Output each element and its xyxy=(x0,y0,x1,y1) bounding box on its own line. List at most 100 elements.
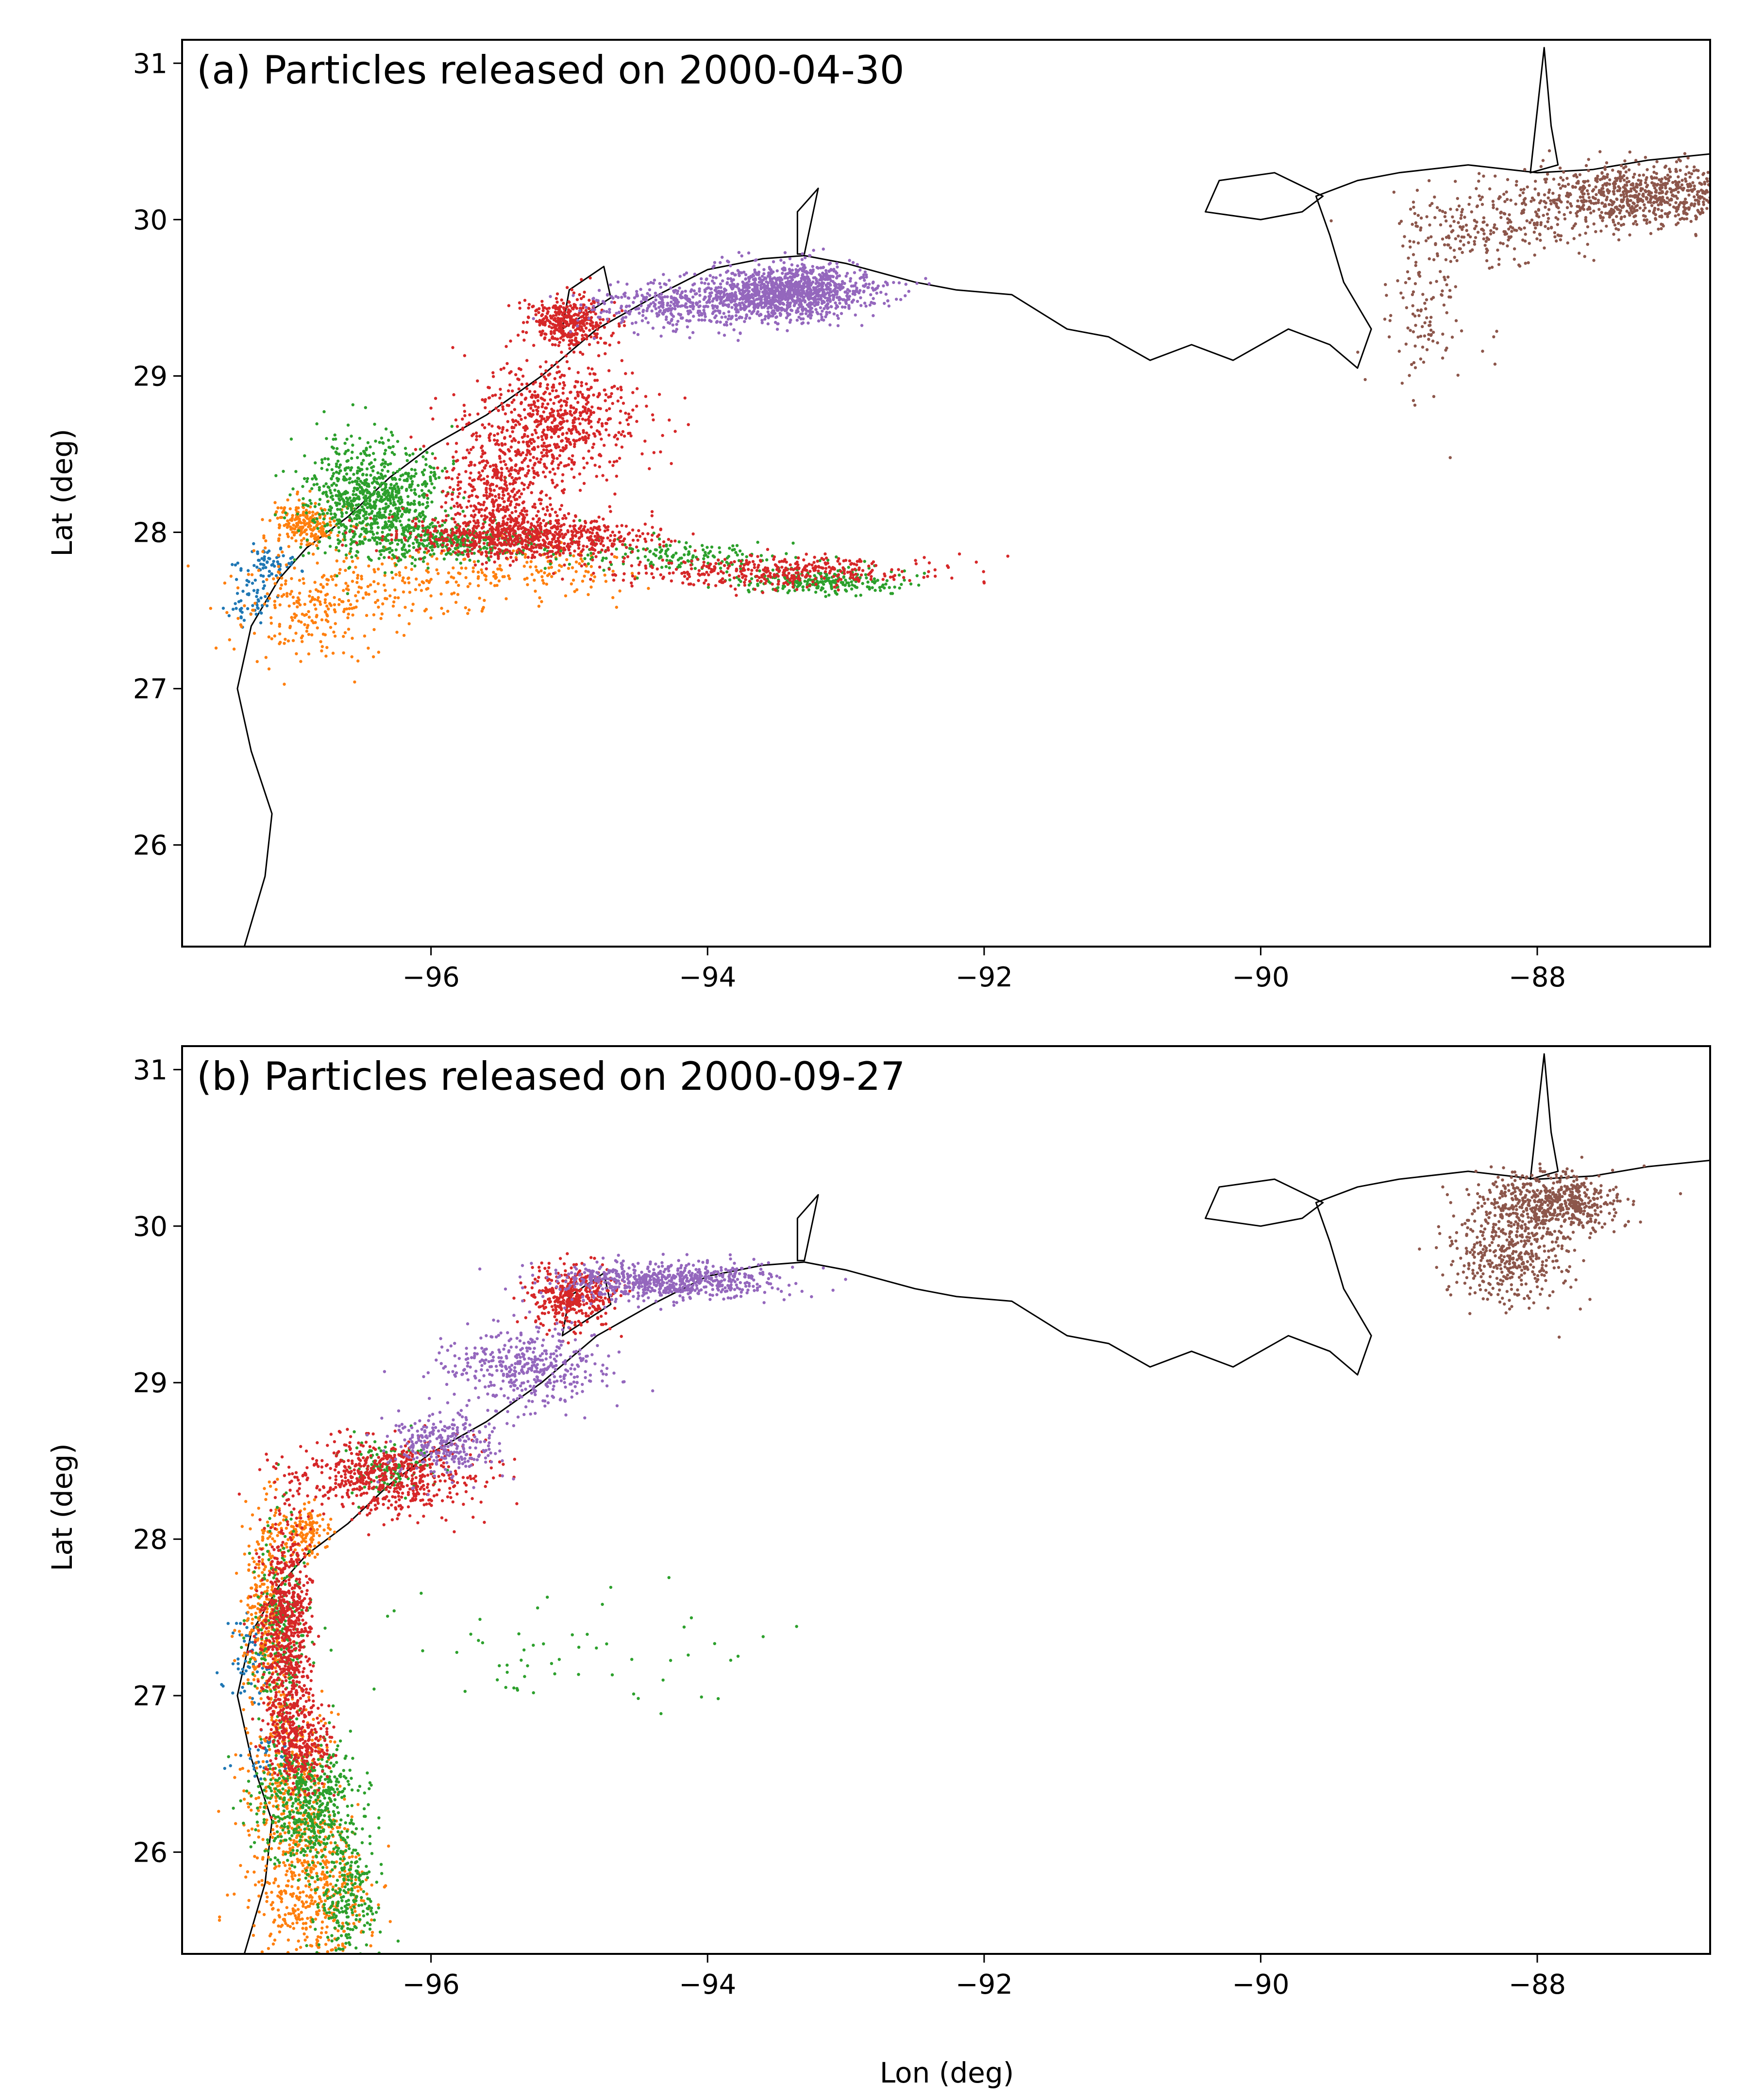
particle-point xyxy=(331,578,335,581)
particle-point xyxy=(445,514,448,517)
particle-point xyxy=(570,461,574,464)
particle-point xyxy=(615,547,618,551)
particle-point xyxy=(389,509,392,513)
particle-point xyxy=(528,459,532,462)
particle-point xyxy=(345,472,349,476)
particle-point xyxy=(476,519,480,522)
particle-point xyxy=(520,482,524,485)
particle-point xyxy=(354,493,358,497)
particle-point xyxy=(353,511,356,514)
particle-point xyxy=(521,546,524,549)
particle-point xyxy=(686,559,689,563)
particle-point xyxy=(508,371,511,375)
particle-point xyxy=(470,494,474,497)
particle-point xyxy=(584,441,588,444)
particle-point xyxy=(564,314,568,317)
particle-point xyxy=(454,459,458,463)
particle-point xyxy=(668,418,671,422)
particle-point xyxy=(261,518,264,521)
particle-point xyxy=(573,524,577,528)
particle-point xyxy=(514,533,517,537)
particle-point xyxy=(368,462,371,466)
particle-point xyxy=(454,537,458,541)
particle-point xyxy=(299,514,302,517)
particle-point xyxy=(305,533,308,536)
particle-point xyxy=(277,553,280,557)
particle-point xyxy=(288,592,292,596)
particle-point xyxy=(414,509,418,512)
particle-point xyxy=(765,558,769,562)
particle-point xyxy=(468,520,471,524)
particle-point xyxy=(659,527,663,531)
particle-point xyxy=(365,473,369,477)
particle-point xyxy=(565,545,569,548)
particle-point xyxy=(560,328,564,332)
particle-point xyxy=(583,290,586,294)
particle-point xyxy=(620,433,623,436)
particle-point xyxy=(342,651,345,655)
particle-point xyxy=(440,505,443,509)
particle-point xyxy=(392,518,395,522)
particle-point xyxy=(803,580,807,583)
particle-point xyxy=(464,606,467,610)
particle-point xyxy=(507,304,511,307)
particle-point xyxy=(845,581,849,584)
particle-point xyxy=(565,305,569,309)
particle-point xyxy=(579,553,583,557)
particle-point xyxy=(298,579,302,582)
particle-point xyxy=(477,508,481,512)
particle-point xyxy=(457,492,461,495)
particle-point xyxy=(757,564,760,567)
particle-point xyxy=(452,517,455,521)
particle-point xyxy=(347,503,351,506)
particle-point xyxy=(707,583,710,586)
particle-point xyxy=(622,434,626,438)
particle-point xyxy=(453,591,456,595)
particle-point xyxy=(371,493,374,497)
particle-point xyxy=(286,519,289,523)
particle-point xyxy=(476,412,480,416)
particle-point xyxy=(497,496,501,500)
particle-point xyxy=(278,533,282,537)
particle-point xyxy=(540,451,543,454)
particle-point xyxy=(532,542,536,546)
particle-point xyxy=(311,514,315,517)
particle-point xyxy=(328,520,332,524)
particle-point xyxy=(867,573,870,576)
particle-point xyxy=(550,575,554,578)
particle-point xyxy=(585,321,588,325)
particle-point xyxy=(503,522,506,526)
particle-point xyxy=(850,580,853,583)
particle-point xyxy=(441,543,444,547)
particle-point xyxy=(703,581,706,585)
particle-point xyxy=(672,571,675,575)
particle-point xyxy=(450,533,454,537)
particle-point xyxy=(462,496,466,500)
particle-point xyxy=(606,528,609,532)
particle-point xyxy=(335,451,338,455)
particle-point xyxy=(808,578,811,582)
particle-point xyxy=(538,384,542,388)
particle-point xyxy=(457,550,460,553)
particle-point xyxy=(760,575,764,579)
particle-point xyxy=(824,590,827,594)
particle-point xyxy=(566,530,570,533)
particle-point xyxy=(475,438,478,441)
particle-point xyxy=(915,574,919,578)
particle-point xyxy=(558,552,562,556)
particle-point xyxy=(522,338,526,342)
particle-point xyxy=(313,603,317,607)
particle-point xyxy=(491,469,495,472)
particle-point xyxy=(445,581,449,584)
particle-point xyxy=(302,497,305,500)
particle-point xyxy=(425,579,429,583)
particle-point xyxy=(531,467,535,470)
particle-point xyxy=(505,530,508,533)
particle-point xyxy=(424,463,428,467)
particle-point xyxy=(290,590,293,593)
particle-point xyxy=(687,423,690,426)
particle-point xyxy=(432,552,436,556)
particle-point xyxy=(740,572,744,576)
particle-point xyxy=(414,448,418,451)
particle-point xyxy=(868,587,872,591)
